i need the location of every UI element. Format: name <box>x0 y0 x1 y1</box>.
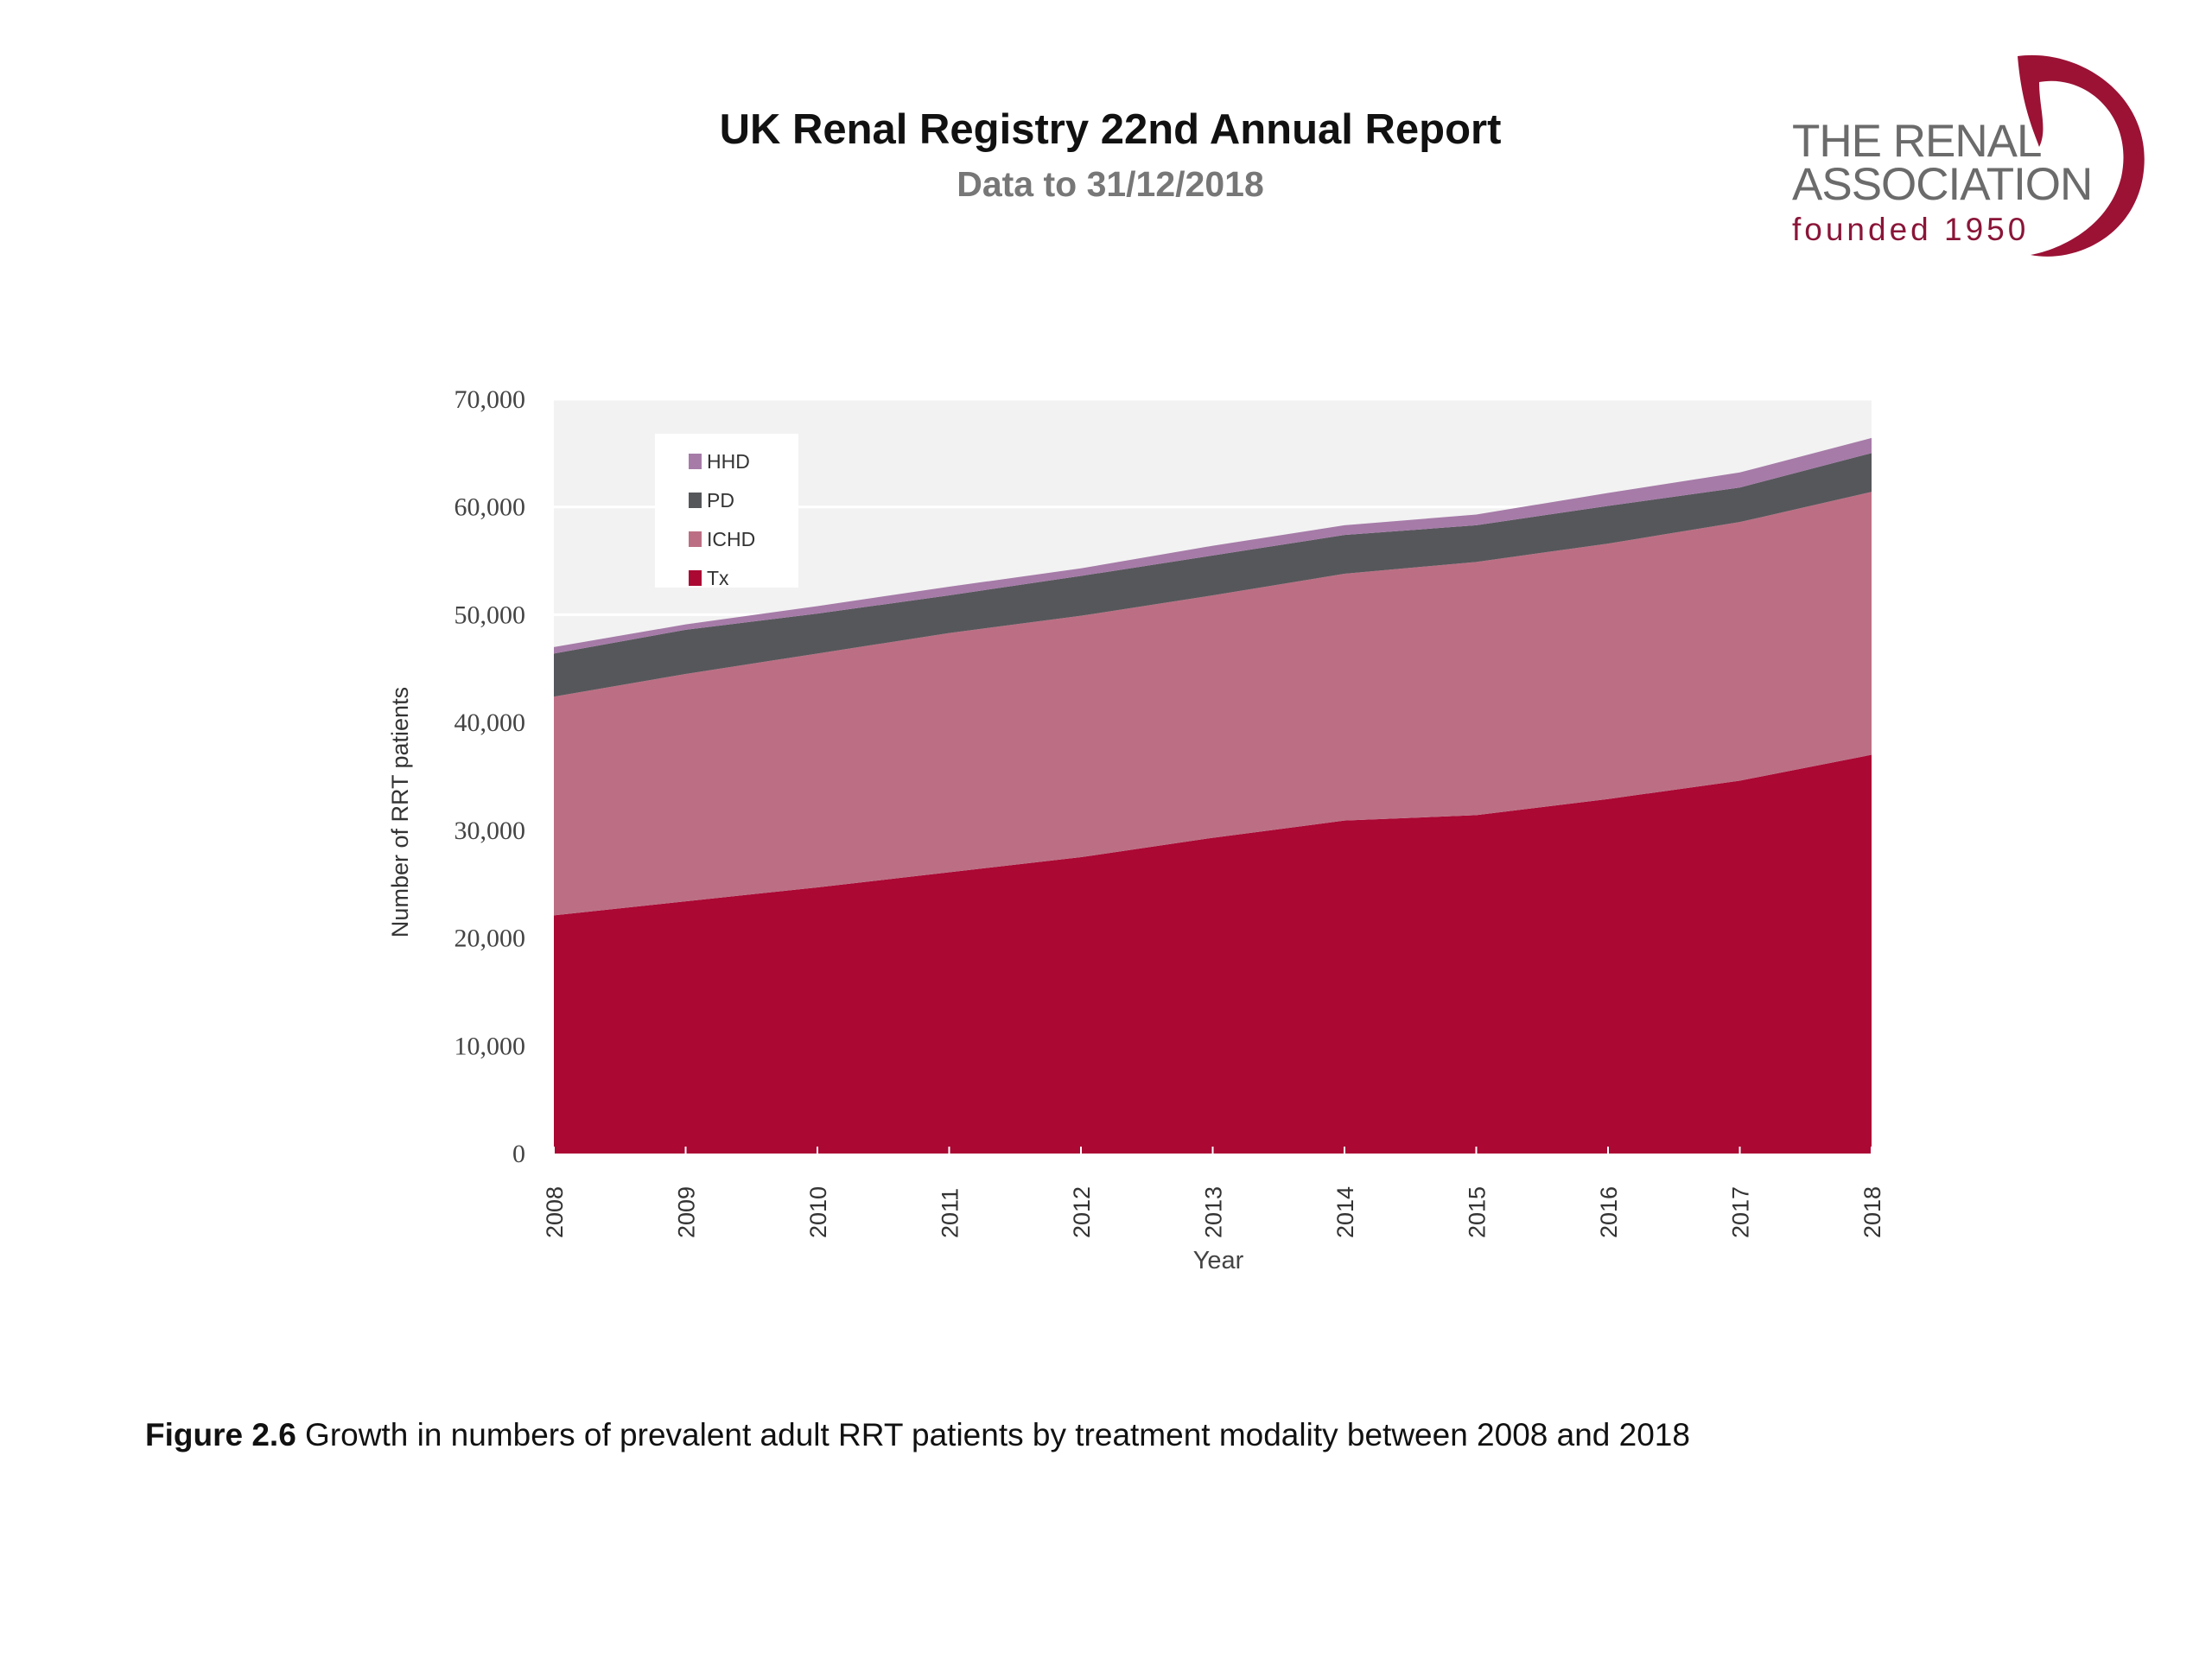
area-tx <box>554 754 1872 1154</box>
x-tick-label: 2014 <box>1332 1186 1358 1238</box>
x-tick-label: 2008 <box>542 1186 568 1238</box>
y-tick-label: 0 <box>512 1140 525 1168</box>
y-tick-label: 60,000 <box>454 493 526 522</box>
report-subtitle: Data to 31/12/2018 <box>957 164 1264 204</box>
x-tick-label: 2017 <box>1728 1186 1754 1238</box>
x-axis-ticks: 2008 2009 2010 2011 2012 2013 2014 2015 2016 2017… <box>542 1147 1885 1238</box>
area-ichd <box>554 492 1872 916</box>
stacked-area-chart: 2008 2009 2010 2011 2012 2013 2014 2015 2016 2017… <box>387 385 1885 1274</box>
logo-text-line1: THE RENAL <box>1792 116 2042 167</box>
y-axis-label: Number of RRT patients <box>387 687 413 938</box>
x-axis-label: Year <box>1193 1247 1244 1274</box>
y-tick-label: 40,000 <box>454 709 526 737</box>
logo-text-founded: founded 1950 <box>1792 212 2030 247</box>
legend-swatch-ichd <box>689 531 702 547</box>
legend-label-tx: Tx <box>707 567 729 589</box>
report-title: UK Renal Registry 22nd Annual Report <box>719 106 1502 153</box>
legend-box <box>655 434 798 588</box>
area-pd <box>554 453 1872 697</box>
renal-association-logo: THE RENAL ASSOCIATION founded 1950 <box>1780 48 2160 264</box>
x-tick-label: 2013 <box>1201 1186 1227 1238</box>
logo-text-line2: ASSOCIATION <box>1792 159 2093 210</box>
figure-label: Figure 2.6 <box>145 1417 296 1452</box>
legend-swatch-tx <box>689 570 702 586</box>
figure-caption: Figure 2.6 Growth in numbers of prevalen… <box>145 1417 1690 1453</box>
y-tick-label: 20,000 <box>454 925 526 953</box>
x-tick-label: 2009 <box>674 1186 700 1238</box>
y-axis-ticks: 0 10,000 20,000 30,000 40,000 50,000 60,000 70,… <box>454 385 526 1168</box>
area-series <box>554 437 1872 1154</box>
legend-label-pd: PD <box>707 489 734 512</box>
y-tick-label: 70,000 <box>454 385 526 414</box>
x-tick-label: 2015 <box>1465 1186 1491 1238</box>
legend-label-hhd: HHD <box>707 450 750 473</box>
y-tick-label: 10,000 <box>454 1032 526 1060</box>
legend-swatch-hhd <box>689 454 702 469</box>
y-tick-label: 30,000 <box>454 817 526 845</box>
x-tick-label: 2018 <box>1859 1186 1885 1238</box>
legend: HHD PD ICHD Tx <box>655 434 798 589</box>
legend-label-ichd: ICHD <box>707 528 755 550</box>
y-tick-label: 50,000 <box>454 601 526 629</box>
kidney-swoosh-icon <box>2018 54 2145 257</box>
x-tick-label: 2010 <box>805 1186 831 1238</box>
legend-swatch-pd <box>689 493 702 508</box>
area-hhd <box>554 437 1872 654</box>
x-tick-label: 2016 <box>1596 1186 1622 1238</box>
figure-caption-text: Growth in numbers of prevalent adult RRT… <box>296 1417 1690 1452</box>
x-tick-label: 2012 <box>1069 1186 1095 1238</box>
x-tick-label: 2011 <box>938 1188 963 1238</box>
